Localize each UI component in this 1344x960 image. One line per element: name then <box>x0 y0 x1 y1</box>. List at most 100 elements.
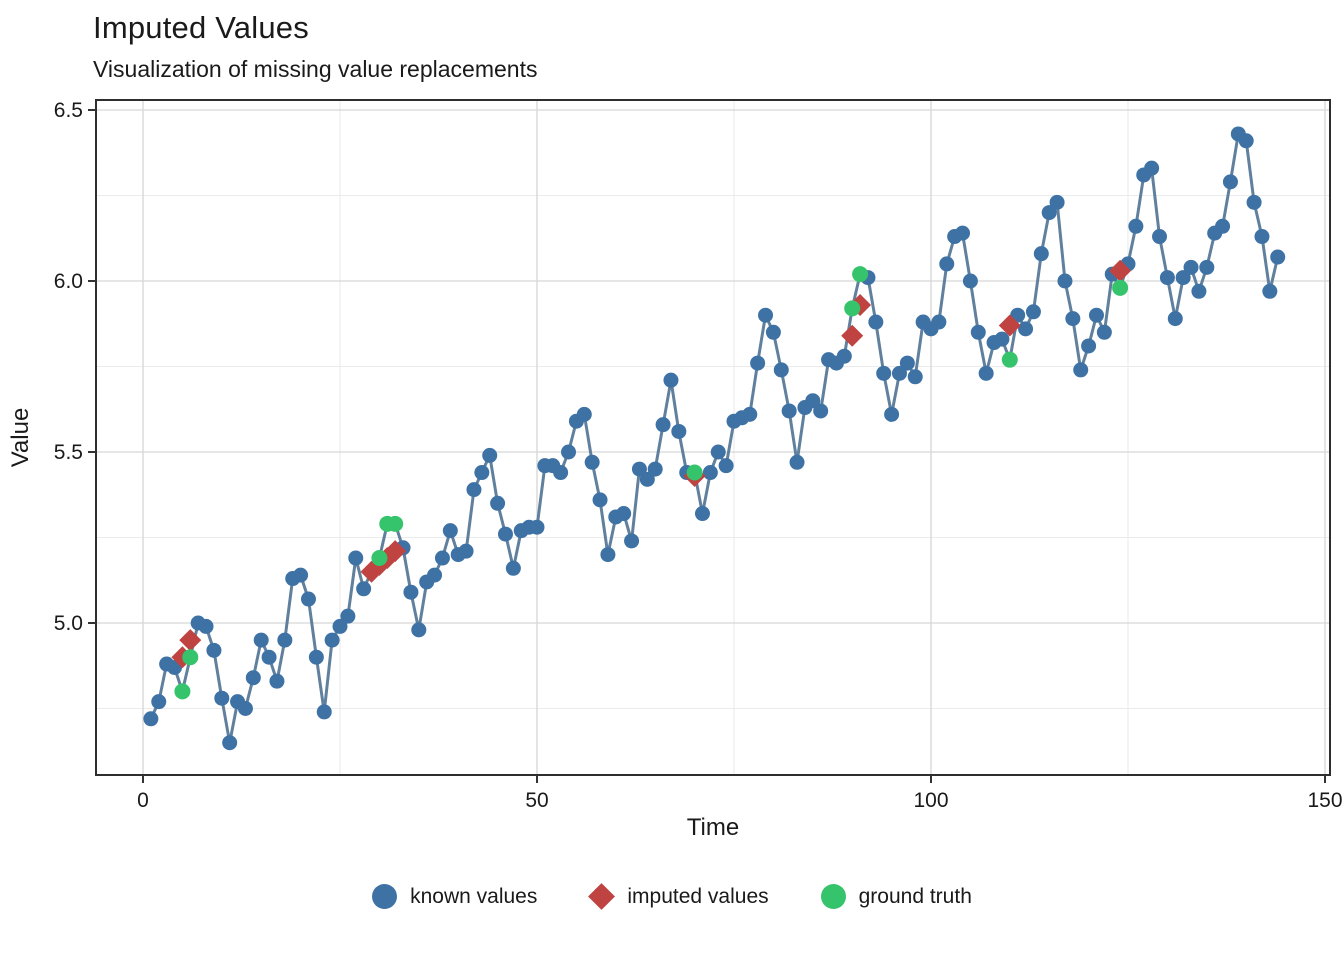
known-value-point <box>1199 259 1215 275</box>
known-value-point <box>458 543 474 559</box>
known-value-point <box>505 560 521 576</box>
known-value-point <box>876 365 892 381</box>
known-value-point <box>143 711 159 727</box>
known-value-point <box>1262 283 1278 299</box>
known-value-point <box>348 550 364 566</box>
legend-item-truth: ground truth <box>820 884 972 909</box>
y-tick-label: 5.0 <box>54 612 83 635</box>
known-value-point <box>482 447 498 463</box>
page-subtitle: Visualization of missing value replaceme… <box>93 56 538 82</box>
known-value-point <box>970 324 986 340</box>
known-value-point <box>316 704 332 720</box>
known-value-point <box>710 444 726 460</box>
known-value-point <box>1049 194 1065 210</box>
known-value-point <box>758 307 774 323</box>
legend-item-imputed: imputed values <box>588 883 769 910</box>
imputed-value-point <box>1109 259 1132 282</box>
known-value-point <box>1057 273 1073 289</box>
imputed-value-point <box>384 540 407 563</box>
known-value-point <box>1081 338 1097 354</box>
known-value-point <box>994 331 1010 347</box>
known-value-point <box>655 417 671 433</box>
known-value-point <box>427 567 443 583</box>
known-value-point <box>1238 133 1254 149</box>
panel-border <box>95 99 1331 776</box>
known-value-point <box>600 547 616 563</box>
known-value-point <box>1025 304 1041 320</box>
time-series-chart: 0 50 100 150 5.0 5.5 6.0 6.5 Time Value <box>7 99 1343 841</box>
x-tick-label: 100 <box>913 789 948 812</box>
known-value-point <box>198 618 214 634</box>
known-value-point <box>434 550 450 566</box>
known-value-point <box>1128 218 1144 234</box>
known-value-point <box>616 506 632 522</box>
imputed-values-marker-icon <box>588 883 616 910</box>
known-value-point <box>576 406 592 422</box>
known-value-point <box>214 690 230 706</box>
known-value-point <box>403 584 419 600</box>
imputed-value-point <box>179 629 202 652</box>
known-value-point <box>206 642 222 658</box>
known-value-point <box>805 393 821 409</box>
ground-truth-point <box>371 550 388 567</box>
known-value-point <box>1222 174 1238 190</box>
known-value-point <box>781 403 797 419</box>
known-value-point <box>474 465 490 481</box>
ground-truth-point <box>387 515 404 532</box>
known-value-point <box>647 461 663 477</box>
known-value-point <box>261 649 277 665</box>
known-value-point <box>300 591 316 607</box>
known-value-point <box>671 423 687 439</box>
known-value-point <box>624 533 640 549</box>
y-axis-title: Value <box>7 408 34 468</box>
known-value-point <box>962 273 978 289</box>
x-tick-label: 150 <box>1307 789 1342 812</box>
known-value-point <box>497 526 513 542</box>
ground-truth-point <box>686 464 703 481</box>
known-value-point <box>222 735 238 751</box>
ground-truth-point <box>182 649 199 666</box>
known-value-point <box>324 632 340 648</box>
ground-truth-point <box>852 266 869 283</box>
legend-item-known: known values <box>372 884 537 909</box>
known-value-point <box>836 348 852 364</box>
x-axis-title: Time <box>687 814 739 841</box>
known-value-point <box>277 632 293 648</box>
ground-truth-point <box>1001 351 1018 368</box>
known-value-point <box>466 482 482 498</box>
known-value-point <box>1096 324 1112 340</box>
known-value-point <box>868 314 884 330</box>
known-value-point <box>1167 311 1183 327</box>
known-value-point <box>356 581 372 597</box>
known-value-point <box>694 506 710 522</box>
known-value-point <box>1183 259 1199 275</box>
known-value-point <box>592 492 608 508</box>
x-tick-label: 50 <box>525 789 548 812</box>
known-value-point <box>1088 307 1104 323</box>
ground-truth-marker-icon <box>820 884 846 909</box>
known-value-point <box>584 454 600 470</box>
known-value-point <box>631 461 647 477</box>
known-value-point <box>1215 218 1231 234</box>
y-tick-label: 6.0 <box>54 270 83 293</box>
known-value-point <box>269 673 285 689</box>
known-value-point <box>718 458 734 474</box>
known-value-point <box>899 355 915 371</box>
known-value-point <box>561 444 577 460</box>
known-value-point <box>1254 229 1270 245</box>
known-value-point <box>1152 229 1168 245</box>
known-value-point <box>151 694 167 710</box>
known-value-point <box>1041 205 1057 221</box>
known-value-point <box>639 471 655 487</box>
known-value-point <box>978 365 994 381</box>
known-value-point <box>1246 194 1262 210</box>
legend-label-imputed: imputed values <box>627 884 769 908</box>
known-value-point <box>1159 270 1175 286</box>
imputed-value-point <box>998 314 1021 337</box>
known-value-point <box>891 365 907 381</box>
known-value-point <box>773 362 789 378</box>
ground-truth-point <box>174 683 191 700</box>
legend-label-known: known values <box>410 884 538 908</box>
known-value-point <box>529 519 545 535</box>
